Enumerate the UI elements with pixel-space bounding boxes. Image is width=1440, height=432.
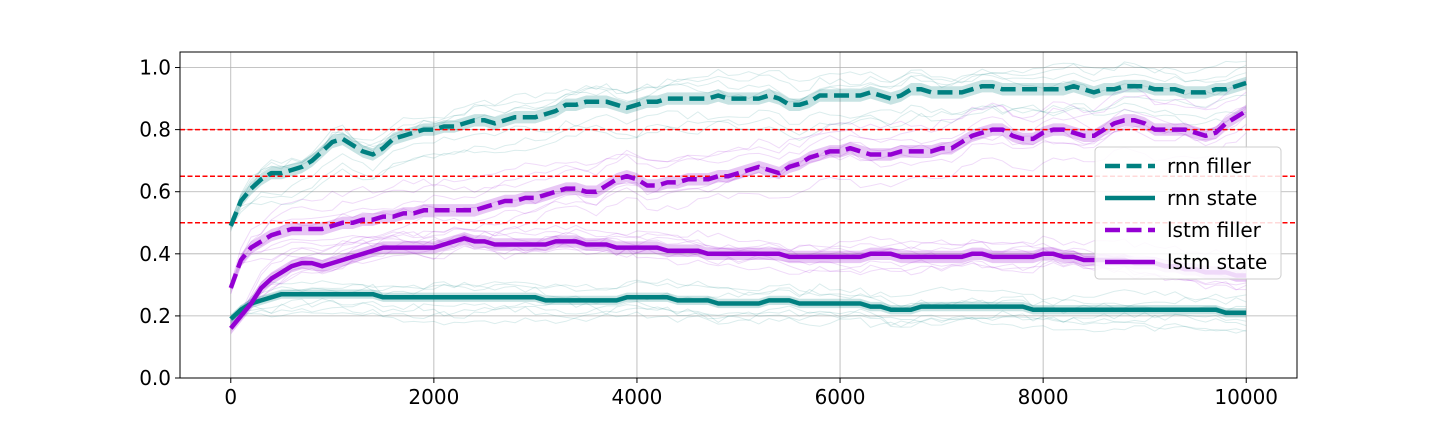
- legend-label: lstm state: [1167, 250, 1267, 274]
- run-trace-rnn-state: [230, 304, 1247, 324]
- run-trace-rnn-filler: [230, 94, 1247, 229]
- run-trace-lstm-state: [230, 228, 1247, 329]
- series-lines: [228, 80, 1248, 330]
- run-trace-lstm-filler: [230, 107, 1247, 287]
- x-tick-label: 10000: [1214, 385, 1278, 409]
- y-tick-label: 0.4: [139, 242, 171, 266]
- run-trace-lstm-filler: [230, 106, 1247, 289]
- run-trace-lstm-filler: [230, 115, 1247, 290]
- run-trace-rnn-filler: [230, 68, 1247, 221]
- run-trace-lstm-state: [230, 241, 1247, 330]
- legend-label: lstm filler: [1167, 218, 1262, 242]
- legend-box: [1094, 146, 1282, 280]
- x-tick-label: 6000: [815, 385, 866, 409]
- y-tick-label: 0.8: [139, 118, 171, 142]
- run-trace-rnn-filler: [230, 102, 1247, 228]
- run-trace-lstm-filler: [230, 79, 1247, 285]
- series-line-lstm-state: [229, 236, 1247, 330]
- run-trace-rnn-state: [230, 278, 1247, 322]
- series-line-rnn-filler: [228, 80, 1247, 227]
- y-tick-label: 0.6: [139, 180, 171, 204]
- plot-area-frame: [179, 51, 1298, 379]
- legend: rnn filler rnn state lstm filler lstm state: [1094, 146, 1282, 280]
- run-trace-lstm-filler: [230, 91, 1247, 287]
- y-tick-label: 1.0: [139, 56, 171, 80]
- run-trace-rnn-filler: [230, 60, 1247, 228]
- run-trace-rnn-filler: [230, 103, 1247, 225]
- legend-label: rnn filler: [1167, 154, 1252, 178]
- x-tick-label: 2000: [408, 385, 459, 409]
- y-tick-label: 0.0: [139, 366, 171, 390]
- y-axis: 0.0 0.2 0.4 0.6 0.8 1.0: [139, 56, 180, 390]
- run-trace-lstm-filler: [230, 132, 1247, 289]
- x-tick-label: 4000: [612, 385, 663, 409]
- x-axis: 0 2000 4000 6000 8000 10000: [224, 378, 1278, 409]
- run-trace-lstm-state: [230, 231, 1247, 330]
- run-trace-rnn-filler: [230, 61, 1247, 227]
- run-trace-lstm-state: [230, 244, 1247, 326]
- run-trace-rnn-filler: [230, 72, 1247, 224]
- run-trace-rnn-state: [230, 298, 1247, 334]
- series-line-rnn-state: [229, 291, 1247, 321]
- series-line-lstm-filler: [228, 109, 1248, 289]
- run-trace-rnn-state: [230, 298, 1247, 332]
- individual-run-traces: [230, 60, 1247, 334]
- y-tick-label: 0.2: [139, 304, 171, 328]
- legend-label: rnn state: [1167, 186, 1257, 210]
- run-trace-lstm-state: [230, 224, 1247, 332]
- run-trace-rnn-state: [230, 306, 1247, 328]
- x-tick-label: 0: [224, 385, 237, 409]
- x-tick-label: 8000: [1018, 385, 1069, 409]
- run-trace-rnn-state: [230, 279, 1247, 326]
- run-trace-lstm-state: [230, 231, 1247, 329]
- run-trace-rnn-state: [230, 281, 1247, 323]
- band-rnn-filler: [230, 76, 1247, 233]
